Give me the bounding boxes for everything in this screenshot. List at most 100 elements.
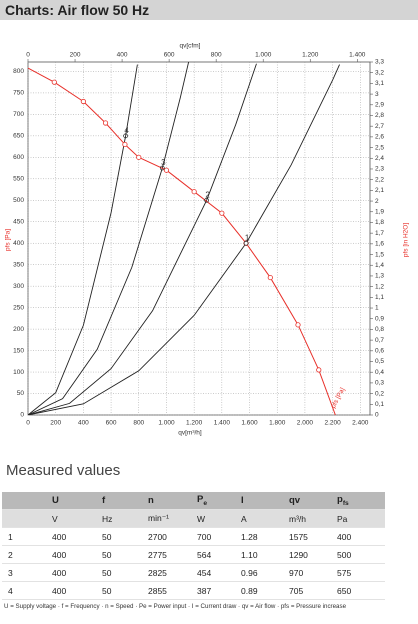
fan-marker bbox=[51, 79, 57, 85]
x-tick-label: 1.800 bbox=[269, 420, 286, 427]
y2-tick-label: 2,7 bbox=[375, 123, 384, 130]
x-tick-label: 800 bbox=[133, 420, 144, 427]
x2-tick-label: 0 bbox=[26, 52, 30, 59]
table-row: 3 400 50 2825 454 0.96 970 575 bbox=[2, 563, 385, 582]
table-cell: 564 bbox=[191, 545, 235, 564]
chart: qv[m³/h] qv[cfm] pfs [Pa] pfs [in H2O] p… bbox=[5, 43, 410, 437]
footnote: U = Supply voltage · f = Frequency · n =… bbox=[4, 603, 347, 610]
y2-tick-label: 0,8 bbox=[375, 326, 384, 333]
table-cell: 1575 bbox=[283, 527, 331, 546]
x2-tick-label: 1.000 bbox=[255, 52, 272, 59]
table-cell: 575 bbox=[331, 563, 385, 582]
y2-tick-label: 0,5 bbox=[375, 358, 384, 365]
table-cell: W bbox=[191, 509, 235, 528]
y-tick-label: 200 bbox=[13, 326, 24, 333]
y2-tick-label: 0,6 bbox=[375, 348, 384, 355]
table-cell bbox=[2, 509, 46, 528]
y2-tick-label: 1,7 bbox=[375, 230, 384, 237]
x2-tick-label: 400 bbox=[117, 52, 128, 59]
y2-tick-label: 3 bbox=[375, 91, 379, 98]
table-cell: 970 bbox=[283, 563, 331, 582]
table-cell: A bbox=[235, 509, 283, 528]
table-cell: 2 bbox=[2, 545, 46, 564]
table-cell: 2700 bbox=[142, 527, 191, 546]
table-cell: 1.10 bbox=[235, 545, 283, 564]
y2-tick-label: 0,2 bbox=[375, 390, 384, 397]
x-tick-label: 1.000 bbox=[158, 420, 175, 427]
y-tick-label: 550 bbox=[13, 176, 24, 183]
table-cell: m³/h bbox=[283, 509, 331, 528]
x-tick-label: 2.200 bbox=[324, 420, 341, 427]
fan-marker bbox=[136, 154, 142, 160]
y2-tick-label: 1,3 bbox=[375, 273, 384, 280]
table-cell: f bbox=[96, 492, 142, 510]
y2-tick-label: 2,1 bbox=[375, 187, 384, 194]
system-curve bbox=[28, 64, 340, 415]
y-tick-label: 650 bbox=[13, 133, 24, 140]
y2-tick-label: 0,1 bbox=[375, 401, 384, 408]
y2-tick-label: 2,8 bbox=[375, 112, 384, 119]
x-tick-label: 1.200 bbox=[186, 420, 203, 427]
table-cell: 50 bbox=[96, 527, 142, 546]
table-cell: 1290 bbox=[283, 545, 331, 564]
y2-tick-label: 2,3 bbox=[375, 166, 384, 173]
table-cell: 400 bbox=[331, 527, 385, 546]
system-curve bbox=[28, 63, 257, 415]
y2-tick-label: 1 bbox=[375, 305, 379, 312]
y2-tick-label: 2,5 bbox=[375, 144, 384, 151]
table-cell: V bbox=[46, 509, 96, 528]
x-tick-label: 0 bbox=[26, 420, 30, 427]
table-cell: 454 bbox=[191, 563, 235, 582]
y-tick-label: 300 bbox=[13, 283, 24, 290]
y2-tick-label: 1,5 bbox=[375, 251, 384, 258]
y-tick-label: 450 bbox=[13, 218, 24, 225]
fan-marker bbox=[219, 210, 225, 216]
table-cell: 1.28 bbox=[235, 527, 283, 546]
table-cell: 50 bbox=[96, 563, 142, 582]
y-tick-label: 600 bbox=[13, 154, 24, 161]
y2-tick-label: 2,2 bbox=[375, 176, 384, 183]
y-tick-label: 50 bbox=[17, 390, 25, 397]
y2-tick-label: 1,8 bbox=[375, 219, 384, 226]
y-tick-label: 0 bbox=[20, 412, 24, 419]
y-tick-label: 800 bbox=[13, 68, 24, 75]
table-cell: 0.96 bbox=[235, 563, 283, 582]
y2-tick-label: 1,9 bbox=[375, 208, 384, 215]
section-title: Measured values bbox=[6, 462, 121, 479]
table-cell: 2775 bbox=[142, 545, 191, 564]
y2-tick-label: 2 bbox=[375, 198, 379, 205]
table-cell: 4 bbox=[2, 581, 46, 600]
x-tick-label: 2.000 bbox=[297, 420, 314, 427]
table-cell: 50 bbox=[96, 581, 142, 600]
table-row: 1 400 50 2700 700 1.28 1575 400 bbox=[2, 527, 385, 546]
y2-tick-label: 3,2 bbox=[375, 69, 384, 76]
curve-number: 1 bbox=[245, 233, 250, 242]
cell-subscript: e bbox=[203, 499, 208, 507]
table-cell: 400 bbox=[46, 527, 96, 546]
table-cell: 2855 bbox=[142, 581, 191, 600]
fan-marker bbox=[316, 367, 322, 373]
table-cell: 400 bbox=[46, 545, 96, 564]
y-tick-label: 700 bbox=[13, 111, 24, 118]
table-cell: 700 bbox=[191, 527, 235, 546]
y-tick-label: 750 bbox=[13, 90, 24, 97]
y-tick-label: 500 bbox=[13, 197, 24, 204]
y2-axis-label: pfs [in H2O] bbox=[403, 223, 410, 258]
fan-marker bbox=[267, 274, 273, 281]
y-tick-label: 150 bbox=[13, 347, 24, 354]
fan-marker bbox=[80, 98, 86, 105]
system-curve bbox=[28, 62, 190, 415]
x-tick-label: 200 bbox=[50, 420, 61, 427]
x2-tick-label: 800 bbox=[211, 52, 222, 59]
cell-text: P bbox=[197, 494, 204, 506]
cell-subscript: fs bbox=[342, 499, 349, 507]
x-tick-label: 600 bbox=[106, 420, 117, 427]
plot-frame bbox=[27, 61, 371, 416]
x2-axis-label: qv[cfm] bbox=[180, 43, 201, 50]
x-tick-label: 400 bbox=[78, 420, 89, 427]
system-curve bbox=[28, 64, 138, 415]
fan-marker bbox=[163, 167, 170, 173]
fan-marker bbox=[295, 322, 301, 328]
